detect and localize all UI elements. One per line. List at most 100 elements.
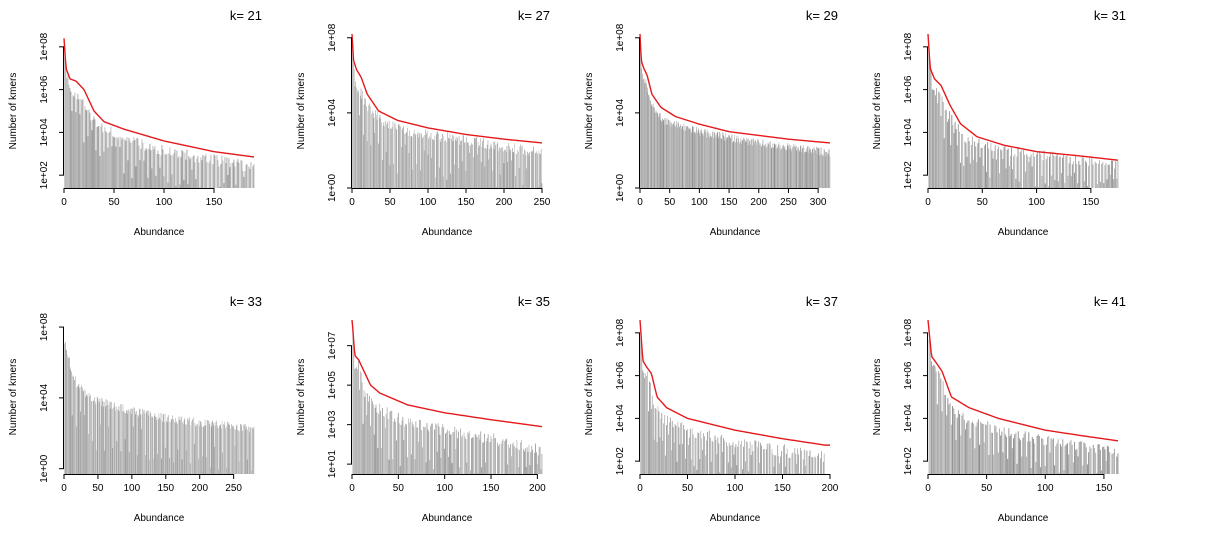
x-tick-label: 200 [822, 483, 839, 494]
bar [708, 132, 709, 188]
bar [658, 117, 659, 188]
bar [151, 150, 152, 188]
bar [978, 419, 979, 474]
bar [520, 144, 521, 188]
bar [978, 139, 979, 188]
bar [1007, 150, 1008, 188]
bar [531, 446, 532, 474]
bar [234, 429, 235, 474]
bar [77, 99, 78, 188]
bar [156, 420, 157, 474]
bar [647, 372, 648, 474]
bar [441, 142, 442, 188]
bar [116, 407, 117, 474]
bar [658, 113, 659, 188]
bar [998, 453, 999, 474]
bar [993, 159, 994, 188]
bar [760, 443, 761, 474]
bar [91, 401, 92, 474]
bar [533, 151, 534, 188]
bar [690, 429, 691, 474]
bar [254, 427, 255, 474]
bar [463, 136, 464, 188]
bar [648, 411, 649, 474]
bar [747, 138, 748, 188]
bar [1103, 447, 1104, 474]
x-tick-label: 100 [727, 483, 744, 494]
x-axis-title: Abundance [998, 513, 1049, 524]
bar [779, 463, 780, 474]
bar [473, 437, 474, 474]
bar [754, 143, 755, 188]
bar [949, 111, 950, 188]
bar [66, 63, 67, 188]
bar [220, 187, 221, 188]
bar [401, 147, 402, 188]
bar [153, 146, 154, 188]
bar [972, 137, 973, 188]
bar [356, 88, 357, 188]
bar [89, 396, 90, 474]
bar [677, 128, 678, 188]
bar [463, 135, 464, 188]
bar [410, 419, 411, 474]
bar [82, 387, 83, 474]
bar [951, 115, 952, 188]
bar [83, 390, 84, 474]
bar [431, 133, 432, 188]
bar [230, 429, 231, 474]
bar [716, 454, 717, 474]
bar [254, 164, 255, 188]
bar [1117, 161, 1118, 188]
bar [786, 454, 787, 474]
bar-group [929, 53, 1119, 188]
bar [657, 442, 658, 474]
bar [204, 426, 205, 474]
bar [442, 134, 443, 188]
bar [952, 406, 953, 474]
bar [249, 432, 250, 474]
bar [650, 100, 651, 188]
bar [369, 396, 370, 474]
bar [1063, 154, 1064, 188]
bar [123, 411, 124, 474]
bar [360, 371, 361, 474]
bar [504, 150, 505, 188]
bar [443, 427, 444, 474]
bar [817, 456, 818, 474]
bar [973, 160, 974, 188]
bar [662, 122, 663, 188]
bar [1025, 431, 1026, 474]
bar [97, 127, 98, 188]
bar [148, 178, 149, 188]
bar [692, 126, 693, 188]
bar [1116, 179, 1117, 188]
bar [235, 166, 236, 188]
bar [121, 137, 122, 188]
bar [80, 412, 81, 474]
bar [490, 442, 491, 474]
x-tick-label: 0 [61, 483, 67, 494]
bar [729, 443, 730, 474]
bar [680, 423, 681, 474]
bar [666, 118, 667, 188]
bar [759, 463, 760, 474]
bar [528, 452, 529, 474]
bar [1068, 455, 1069, 474]
bar [1043, 160, 1044, 188]
bar [428, 155, 429, 188]
bar [656, 111, 657, 188]
bar [523, 154, 524, 188]
bar [446, 142, 447, 188]
bar [491, 439, 492, 474]
bar [415, 459, 416, 474]
bar [1107, 446, 1108, 474]
bar [1064, 183, 1065, 188]
bar [136, 411, 137, 474]
bar [724, 141, 725, 188]
bar [989, 177, 990, 188]
bar [726, 138, 727, 188]
bar [976, 162, 977, 188]
bar [70, 367, 71, 474]
bar [508, 143, 509, 188]
